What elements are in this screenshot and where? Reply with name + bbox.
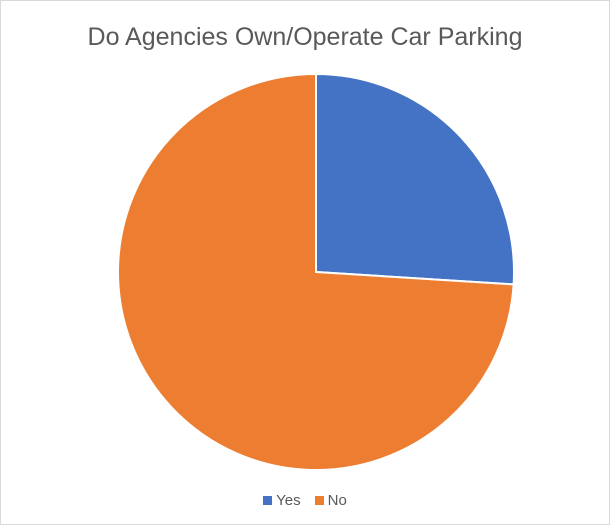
- legend-swatch-no: [314, 496, 324, 505]
- legend-item-no: No: [314, 492, 347, 509]
- legend-item-yes: Yes: [263, 492, 301, 509]
- legend: Yes No: [1, 492, 609, 509]
- legend-label-yes: Yes: [276, 492, 301, 509]
- legend-label-no: No: [327, 492, 347, 509]
- pie-slice-yes: [315, 72, 515, 286]
- chart-title: Do Agencies Own/Operate Car Parking: [87, 23, 523, 51]
- pie-slice-no: [117, 72, 515, 471]
- legend-swatch-yes: [263, 496, 273, 505]
